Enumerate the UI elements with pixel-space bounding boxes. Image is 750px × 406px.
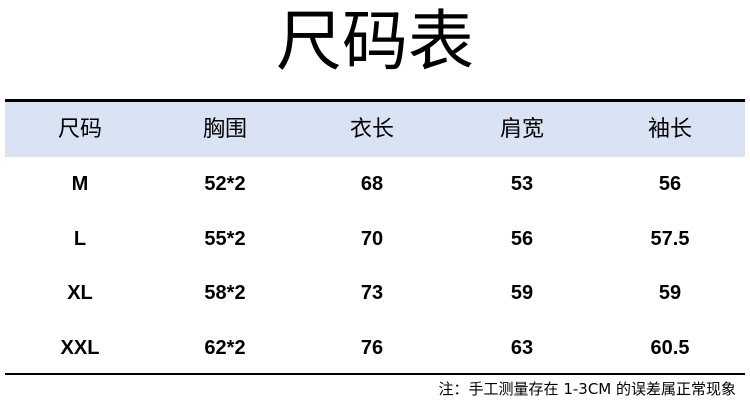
table-cell: 70 bbox=[360, 228, 384, 250]
table-row: M 52*2 68 53 56 bbox=[5, 157, 745, 211]
table-cell: 55*2 bbox=[204, 228, 246, 250]
table-top-rule bbox=[5, 99, 745, 102]
table-row: XXL 62*2 76 63 60.5 bbox=[5, 321, 745, 375]
table-cell: 58*2 bbox=[204, 282, 246, 304]
table-cell: M bbox=[71, 173, 89, 195]
table-cell: 52*2 bbox=[204, 173, 246, 195]
table-cell: 62*2 bbox=[204, 337, 246, 359]
table-header: 尺码 胸围 衣长 肩宽 袖长 bbox=[5, 102, 745, 157]
table-cell: L bbox=[73, 228, 87, 250]
table-cell: XL bbox=[67, 282, 93, 304]
header-shoulder: 肩宽 bbox=[499, 117, 544, 142]
table-cell: 68 bbox=[360, 173, 384, 195]
table-cell: 76 bbox=[360, 337, 384, 359]
table-cell: 56 bbox=[510, 228, 534, 250]
table-cell: 57.5 bbox=[650, 228, 690, 250]
table-row: XL 58*2 73 59 59 bbox=[5, 266, 745, 320]
page-title: 尺码表 bbox=[276, 3, 474, 80]
header-length: 衣长 bbox=[349, 117, 394, 142]
table-cell: XXL bbox=[60, 337, 100, 359]
table-cell: 56 bbox=[658, 173, 682, 195]
table-cell: 59 bbox=[658, 282, 682, 304]
table-cell: 59 bbox=[510, 282, 534, 304]
table-cell: 73 bbox=[360, 282, 384, 304]
table-bottom-rule bbox=[5, 373, 745, 375]
header-sleeve: 袖长 bbox=[647, 117, 692, 142]
table-cell: 60.5 bbox=[650, 337, 690, 359]
header-size: 尺码 bbox=[57, 117, 102, 142]
table-cell: 53 bbox=[510, 173, 534, 195]
header-chest: 胸围 bbox=[202, 117, 247, 142]
measurement-note: 注：手工测量存在 1-3CM 的误差属正常现象 bbox=[438, 380, 736, 398]
table-cell: 63 bbox=[510, 337, 534, 359]
table-row: L 55*2 70 56 57.5 bbox=[5, 212, 745, 266]
